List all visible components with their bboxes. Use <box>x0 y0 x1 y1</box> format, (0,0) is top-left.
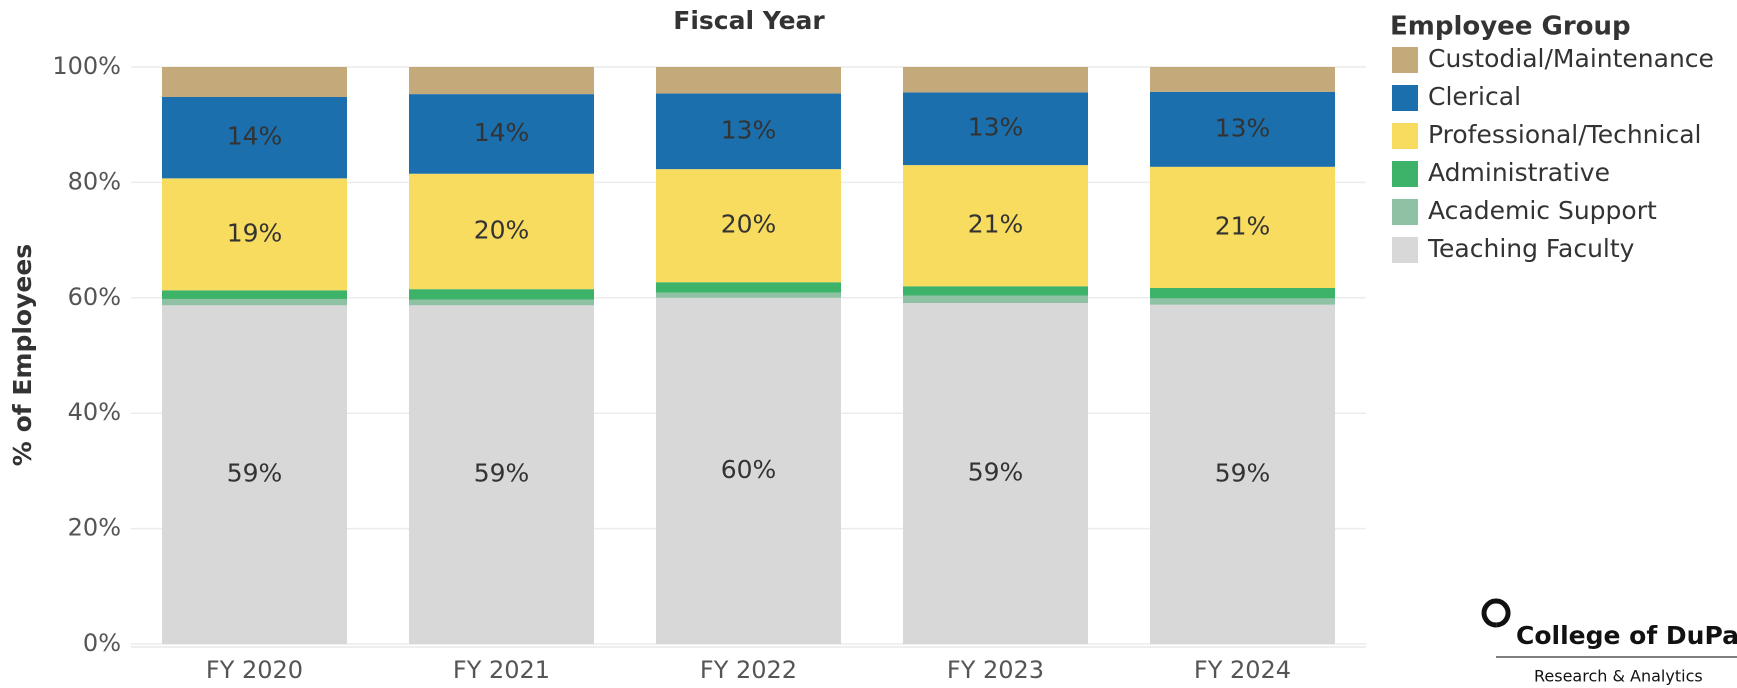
bar-segment <box>656 67 841 94</box>
data-label: 13% <box>721 115 777 144</box>
legend-label: Teaching Faculty <box>1427 234 1635 263</box>
logo-icon <box>1481 598 1511 628</box>
legend-swatch <box>1392 123 1418 149</box>
legend-swatch <box>1392 161 1418 187</box>
legend-swatch <box>1392 237 1418 263</box>
bar-segment <box>1150 166 1335 288</box>
bar-segment <box>903 165 1088 287</box>
y-tick-label: 20% <box>68 514 121 542</box>
data-label: 59% <box>227 459 283 488</box>
legend-label: Administrative <box>1428 158 1610 187</box>
legend-label: Custodial/Maintenance <box>1428 44 1714 73</box>
bar-segment <box>903 295 1088 303</box>
bar-segment <box>162 97 347 179</box>
legend-label: Academic Support <box>1428 196 1657 225</box>
data-label: 59% <box>474 459 530 488</box>
bar-segment <box>409 67 594 95</box>
bar-segment <box>656 282 841 293</box>
data-label: 20% <box>721 210 777 239</box>
x-tick-label: FY 2023 <box>947 656 1044 684</box>
x-tick-label: FY 2022 <box>700 656 797 684</box>
bar-segment <box>162 298 347 306</box>
legend-swatch <box>1392 85 1418 111</box>
y-axis-label: % of Employees <box>8 244 37 466</box>
bar-segment <box>1150 287 1335 299</box>
x-tick-label: FY 2020 <box>206 656 303 684</box>
data-label: 21% <box>1215 211 1271 240</box>
logo-subtitle: Research & Analytics <box>1534 667 1703 686</box>
bar-segment <box>903 67 1088 93</box>
bar-segment <box>1150 304 1335 644</box>
bar-segment <box>656 297 841 644</box>
bar-segment <box>409 173 594 290</box>
bar-segment <box>1150 91 1335 167</box>
bar-segment <box>409 299 594 306</box>
data-label: 14% <box>474 118 530 147</box>
bar-segment <box>1150 67 1335 92</box>
legend-title: Employee Group <box>1390 12 1631 42</box>
bar-segment <box>656 292 841 298</box>
data-label: 60% <box>721 455 777 484</box>
data-label: 13% <box>968 113 1024 142</box>
bar-segment <box>409 94 594 174</box>
bar-segment <box>162 67 347 98</box>
y-tick-label: 0% <box>83 629 121 657</box>
data-label: 14% <box>227 122 283 151</box>
y-tick-label: 80% <box>68 167 121 195</box>
y-tick-label: 100% <box>52 52 121 80</box>
bar-segment <box>409 305 594 644</box>
data-label: 59% <box>1215 458 1271 487</box>
bar-segment <box>656 93 841 170</box>
bar-segment <box>1150 298 1335 305</box>
legend-label: Clerical <box>1428 82 1521 111</box>
bar-segment <box>162 305 347 644</box>
data-label: 21% <box>968 210 1024 239</box>
bar-segment <box>409 289 594 300</box>
bar-segment <box>656 169 841 283</box>
bar-segment <box>903 92 1088 166</box>
data-label: 59% <box>968 457 1024 486</box>
logo: College of DuPa Research & Analytics <box>1481 598 1737 686</box>
bar-segment <box>903 286 1088 296</box>
y-tick-label: 40% <box>68 398 121 426</box>
data-label: 13% <box>1215 113 1271 142</box>
x-tick-label: FY 2024 <box>1194 656 1291 684</box>
data-label: 19% <box>227 218 283 247</box>
y-tick-label: 60% <box>68 283 121 311</box>
legend-swatch <box>1392 199 1418 225</box>
bar-segment <box>903 302 1088 644</box>
legend-swatch <box>1392 47 1418 73</box>
data-label: 20% <box>474 215 530 244</box>
logo-name: College of DuPa <box>1516 621 1737 650</box>
x-tick-label: FY 2021 <box>453 656 550 684</box>
bar-segment <box>162 290 347 299</box>
legend-label: Professional/Technical <box>1428 120 1701 149</box>
bar-segment <box>162 178 347 291</box>
chart-title: Fiscal Year <box>673 6 825 35</box>
